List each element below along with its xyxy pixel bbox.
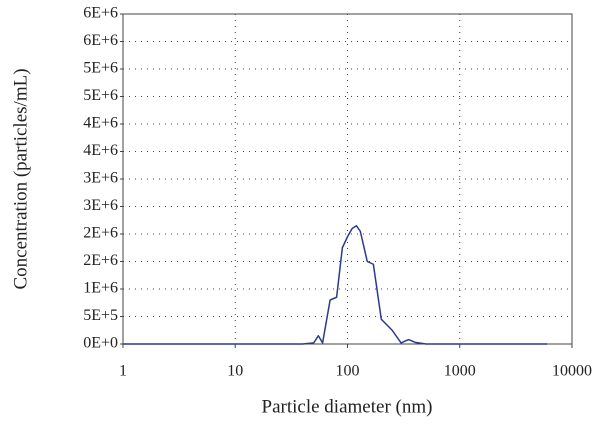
y-tick-label: 3E+6: [83, 197, 118, 214]
y-tick-label: 5E+6: [83, 87, 118, 104]
y-tick-label: 5E+6: [83, 60, 118, 77]
y-tick-label: 6E+6: [83, 32, 118, 49]
y-axis-label: Concentration (particles/mL): [10, 68, 31, 289]
plot-frame: [122, 13, 573, 345]
y-tick-label: 3E+6: [83, 170, 118, 187]
y-tick-label: 6E+6: [83, 5, 118, 22]
x-tick-label: 1: [119, 363, 127, 380]
x-tick-label: 100: [336, 363, 360, 380]
y-tick-label: 4E+6: [83, 115, 118, 132]
x-tick-label: 10: [227, 363, 243, 380]
x-tick-label: 1000: [444, 363, 476, 380]
y-tick-label: 0E+0: [83, 335, 118, 352]
x-tick-label: 10000: [552, 363, 592, 380]
y-tick-label: 2E+6: [83, 225, 118, 242]
y-tick-label: 2E+6: [83, 252, 118, 269]
x-axis-label: Particle diameter (nm): [262, 396, 433, 417]
y-tick-label: 5E+5: [83, 307, 118, 324]
data-line: [123, 225, 548, 345]
y-tick-label: 4E+6: [83, 142, 118, 159]
y-tick-label: 1E+6: [83, 280, 118, 297]
